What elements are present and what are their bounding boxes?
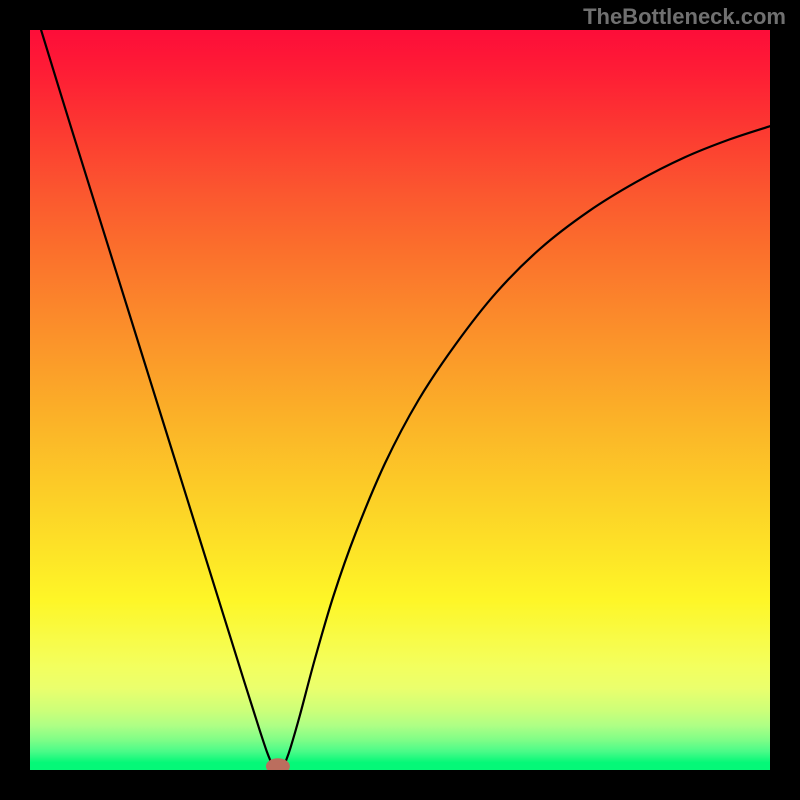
chart-container: TheBottleneck.com bbox=[0, 0, 800, 800]
bottleneck-chart bbox=[30, 30, 770, 770]
plot-area bbox=[30, 30, 770, 770]
gradient-background bbox=[30, 30, 770, 770]
attribution-text: TheBottleneck.com bbox=[583, 4, 786, 30]
